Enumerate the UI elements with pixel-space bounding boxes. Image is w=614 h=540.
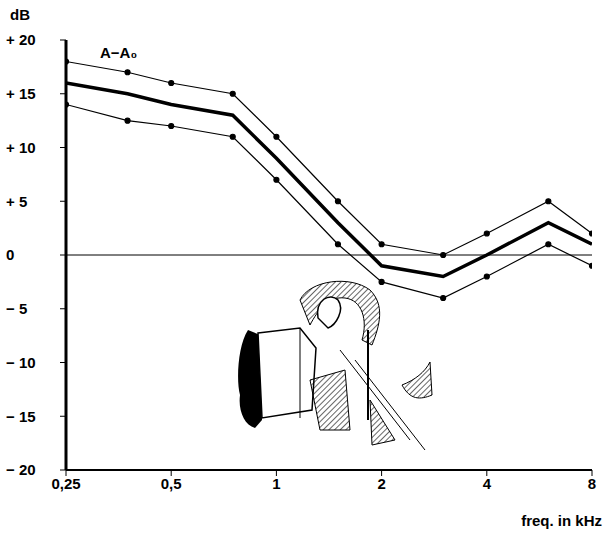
svg-text:− 5: − 5: [6, 300, 27, 317]
svg-text:4: 4: [483, 475, 492, 492]
html-text:freq. in kHz: freq. in kHz: [521, 512, 602, 529]
html-text:dB: dB: [10, 6, 30, 23]
svg-text:+ 15: + 15: [6, 85, 36, 102]
svg-text:+ 20: + 20: [6, 31, 36, 48]
svg-text:+ 10: + 10: [6, 139, 36, 156]
svg-text:0: 0: [6, 246, 14, 263]
svg-text:8: 8: [588, 475, 596, 492]
svg-text:+ 5: + 5: [6, 193, 27, 210]
svg-text:0,5: 0,5: [161, 475, 182, 492]
svg-text:1: 1: [272, 475, 280, 492]
svg-text:− 20: − 20: [6, 461, 36, 478]
svg-text:− 15: − 15: [6, 408, 36, 425]
html-text:A−A₀: A−A₀: [100, 44, 138, 61]
svg-text:0,25: 0,25: [51, 475, 80, 492]
svg-text:2: 2: [377, 475, 385, 492]
svg-text:− 10: − 10: [6, 354, 36, 371]
